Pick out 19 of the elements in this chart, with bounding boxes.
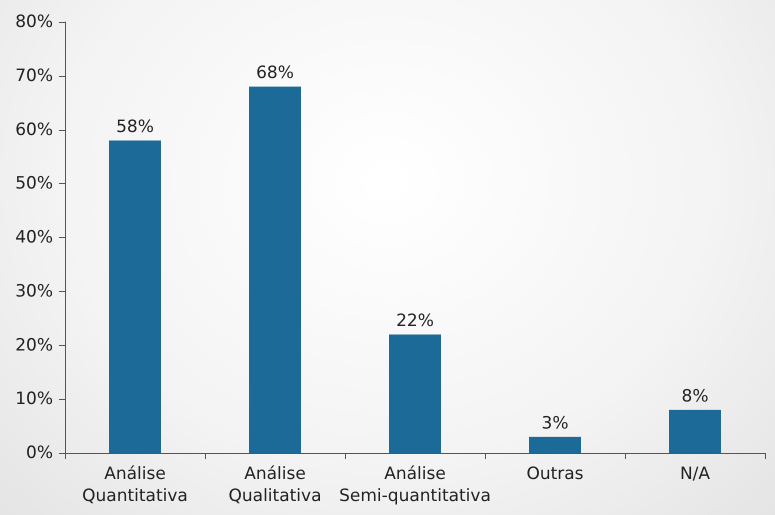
x-tick-label: Análise Semi-quantitativa [339, 464, 491, 506]
data-label: 22% [396, 310, 434, 331]
y-tick-label: 10% [15, 389, 53, 410]
y-tick-label: 80% [15, 12, 53, 32]
x-tick-label: Análise Quantitativa [82, 464, 188, 506]
data-label: 3% [542, 413, 568, 434]
x-tick-label: Análise Qualitativa [228, 464, 322, 506]
data-label: 8% [682, 386, 708, 406]
data-label: 58% [116, 117, 154, 138]
y-tick-label: 0% [26, 443, 53, 463]
y-tick-label: 20% [15, 335, 53, 356]
y-tick-label: 40% [15, 228, 53, 248]
y-tick-label: 30% [15, 281, 53, 302]
x-tick-label: N/A [680, 464, 710, 484]
x-tick-label: Outras [526, 464, 584, 484]
data-label: 68% [256, 63, 294, 84]
y-tick-label: 70% [15, 66, 53, 86]
y-tick-label: 50% [15, 174, 53, 194]
y-tick-label: 60% [15, 120, 53, 140]
